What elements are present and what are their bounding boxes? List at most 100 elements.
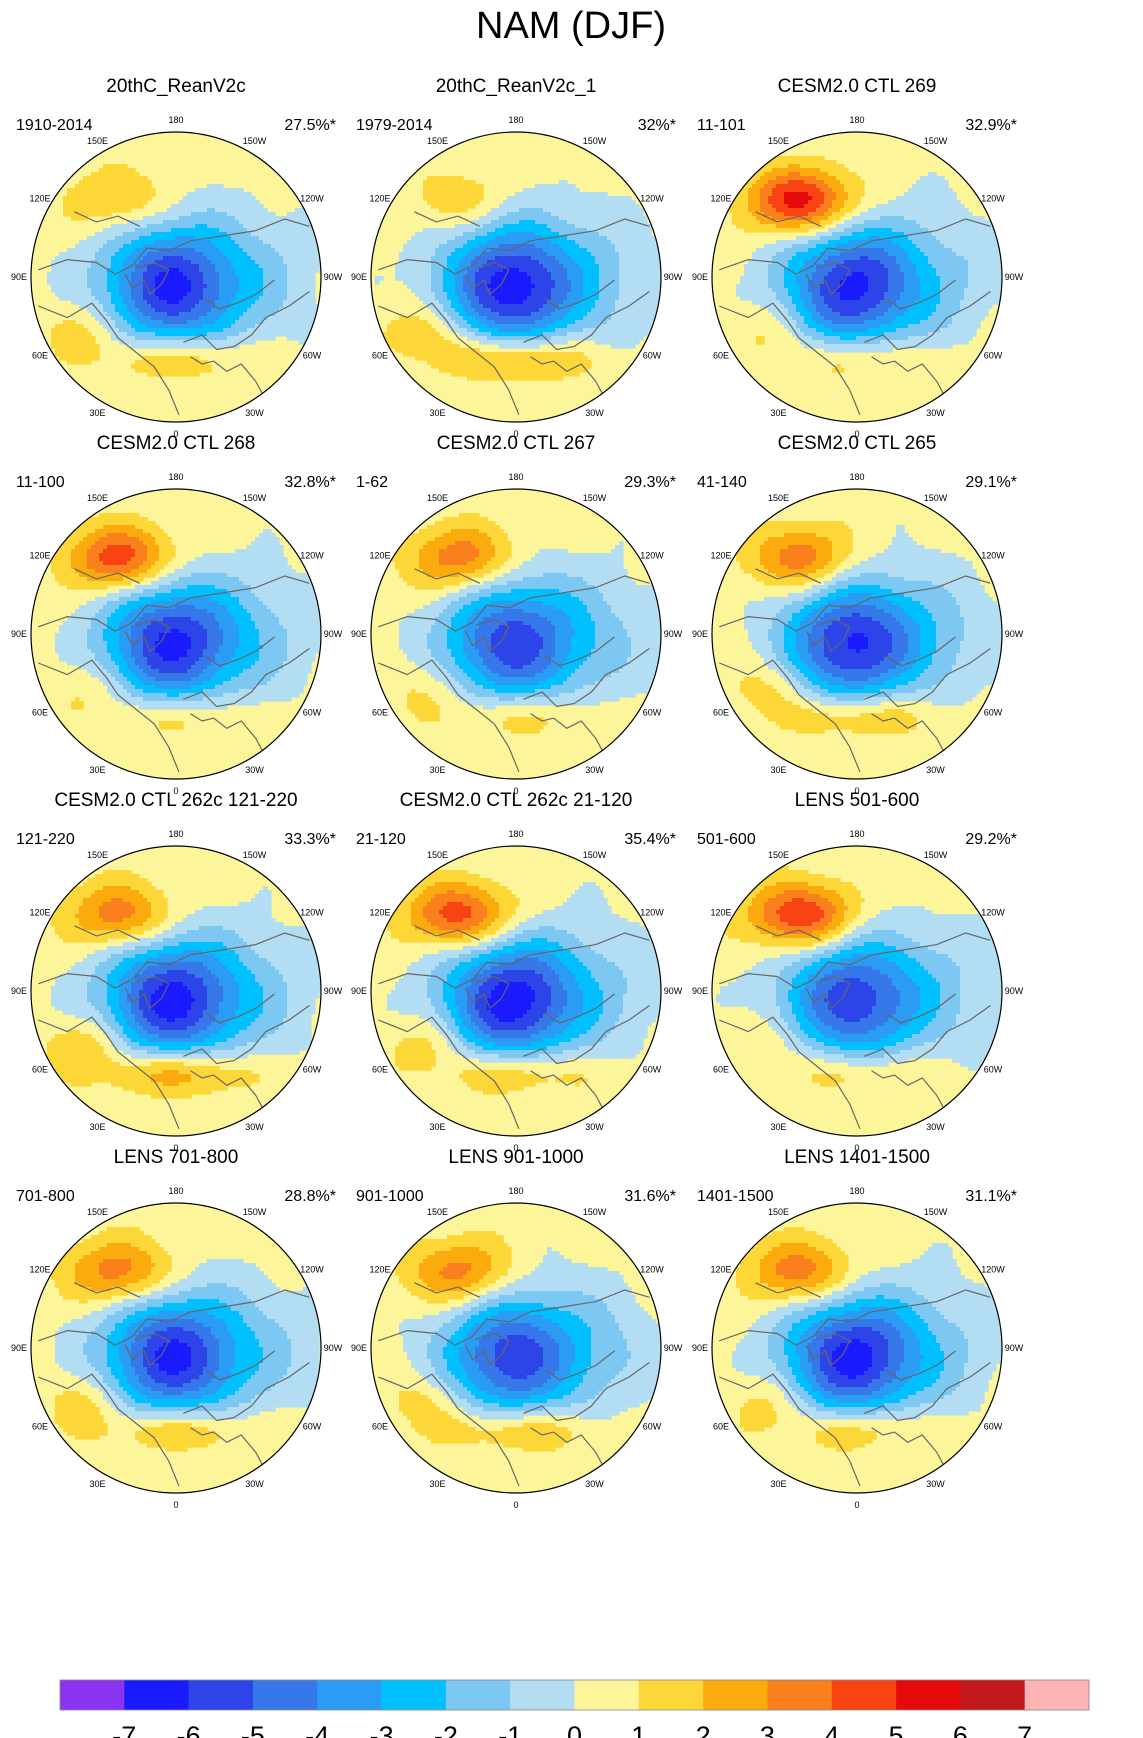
lon-label: 0 [513,429,518,439]
lon-label: 90W [324,272,343,282]
lon-label: 150E [768,136,789,146]
colorbar-label: -1 [498,1721,522,1738]
nam-field [371,489,661,779]
coastlines [378,211,650,416]
lon-label: 150W [924,493,948,503]
lon-label: 120E [369,551,390,561]
lon-label: 180 [849,115,864,125]
lon-label: 0 [854,1500,859,1510]
lon-label: 150E [427,136,448,146]
lon-label: 0 [513,786,518,796]
panel: CESM2.0 CTL 265 41-140 29.1%* 0 30E 60E 90E 120… [692,433,1024,796]
panel-title: CESM2.0 CTL 265 [778,433,937,454]
lon-label: 30W [926,1479,945,1489]
lon-label: 30E [770,408,786,418]
lon-label: 30E [89,1479,105,1489]
lon-label: 150E [427,1207,448,1217]
nam-field [31,846,321,1136]
panel-variance: 29.3%* [624,474,676,491]
colorbar-label: 4 [824,1721,839,1738]
panel-variance: 31.6%* [624,1188,676,1205]
panel: CESM2.0 CTL 262c 121-220 121-220 33.3%* 0 30… [11,790,343,1153]
lon-label: 150W [243,1207,267,1217]
lon-label: 150W [583,850,607,860]
lon-label: 180 [168,472,183,482]
panel-variance: 33.3%* [284,831,336,848]
lon-label: 150W [924,850,948,860]
panel: LENS 1401-1500 1401-1500 31.1%* 0 30E 60E 90E 1… [692,1147,1024,1510]
lon-label: 180 [849,1186,864,1196]
panel-period: 11-100 [16,474,65,491]
lon-label: 90E [11,986,27,996]
lon-label: 60E [32,351,48,361]
panel-variance: 32.9%* [965,117,1017,134]
lon-label: 30W [245,765,264,775]
panel-title: 20thC_ReanV2c_1 [436,76,597,97]
panel-variance: 29.1%* [965,474,1017,491]
colorbar: -7 -6 -5 -4 -3 -2 -1 0 1 2 3 4 5 6 7 [59,1679,1090,1738]
lon-label: 150E [768,1207,789,1217]
lon-label: 30E [89,1122,105,1132]
coastlines [719,568,991,773]
lon-label: 120W [300,194,324,204]
map-border [370,488,662,780]
lon-label: 60W [303,1065,322,1075]
lon-label: 120E [369,194,390,204]
lon-label: 150E [427,850,448,860]
lon-label: 30W [926,408,945,418]
lon-label: 90E [692,1343,708,1353]
colorbar-label: 5 [889,1721,904,1738]
lon-label: 30W [926,1122,945,1132]
lon-label: 30E [770,765,786,775]
colorbar-label: -6 [177,1721,201,1738]
map-border [370,131,662,423]
colorbar-label: -5 [241,1721,265,1738]
lon-label: 150E [87,1207,108,1217]
coastlines [38,568,310,773]
panel: CESM2.0 CTL 268 11-100 32.8%* 0 30E 60E 90E 120… [11,433,343,796]
colorbar-swatch [1024,1680,1090,1710]
colorbar-label: 1 [631,1721,646,1738]
lon-label: 120E [29,194,50,204]
lon-label: 90E [351,986,367,996]
lon-label: 60W [984,351,1003,361]
panel-variance: 27.5%* [284,117,336,134]
map-border [711,1202,1003,1494]
lon-label: 120W [981,194,1005,204]
lon-label: 90W [664,1343,683,1353]
colorbar-label: -2 [434,1721,458,1738]
lon-label: 0 [854,786,859,796]
lon-label: 150E [87,136,108,146]
coastlines [719,1282,991,1487]
panel-period: 21-120 [356,831,406,848]
lon-label: 120W [300,551,324,561]
lon-label: 60E [372,1422,388,1432]
coastlines [378,568,650,773]
colorbar-label: 2 [696,1721,711,1738]
lon-label: 120E [369,1265,390,1275]
lon-label: 120W [981,908,1005,918]
lon-label: 120E [29,1265,50,1275]
panel-variance: 32.8%* [284,474,336,491]
lon-label: 60W [303,708,322,718]
lon-label: 120E [710,1265,731,1275]
lon-label: 60W [643,351,662,361]
panel-grid: 20thC_ReanV2c 1910-2014 27.5%* 0 30E 60E 90E 12… [11,76,1024,1510]
lon-label: 60E [713,351,729,361]
panel: CESM2.0 CTL 269 11-101 32.9%* 0 30E 60E 90E 120… [692,76,1024,439]
nam-field [31,132,321,422]
colorbar-swatch [445,1680,511,1710]
lon-label: 90E [11,272,27,282]
lon-label: 150E [427,493,448,503]
panel: LENS 701-800 701-800 28.8%* 0 30E 60E 90E 120E 1… [11,1147,343,1510]
colorbar-label: 3 [760,1721,775,1738]
lon-label: 90W [1005,986,1024,996]
lon-label: 60E [372,1065,388,1075]
lon-label: 60E [32,1422,48,1432]
map-border [370,1202,662,1494]
panel-title: LENS 501-600 [795,790,920,811]
colorbar-label: -3 [370,1721,394,1738]
lon-label: 150W [924,136,948,146]
lon-label: 180 [168,829,183,839]
colorbar-swatch [896,1680,961,1710]
